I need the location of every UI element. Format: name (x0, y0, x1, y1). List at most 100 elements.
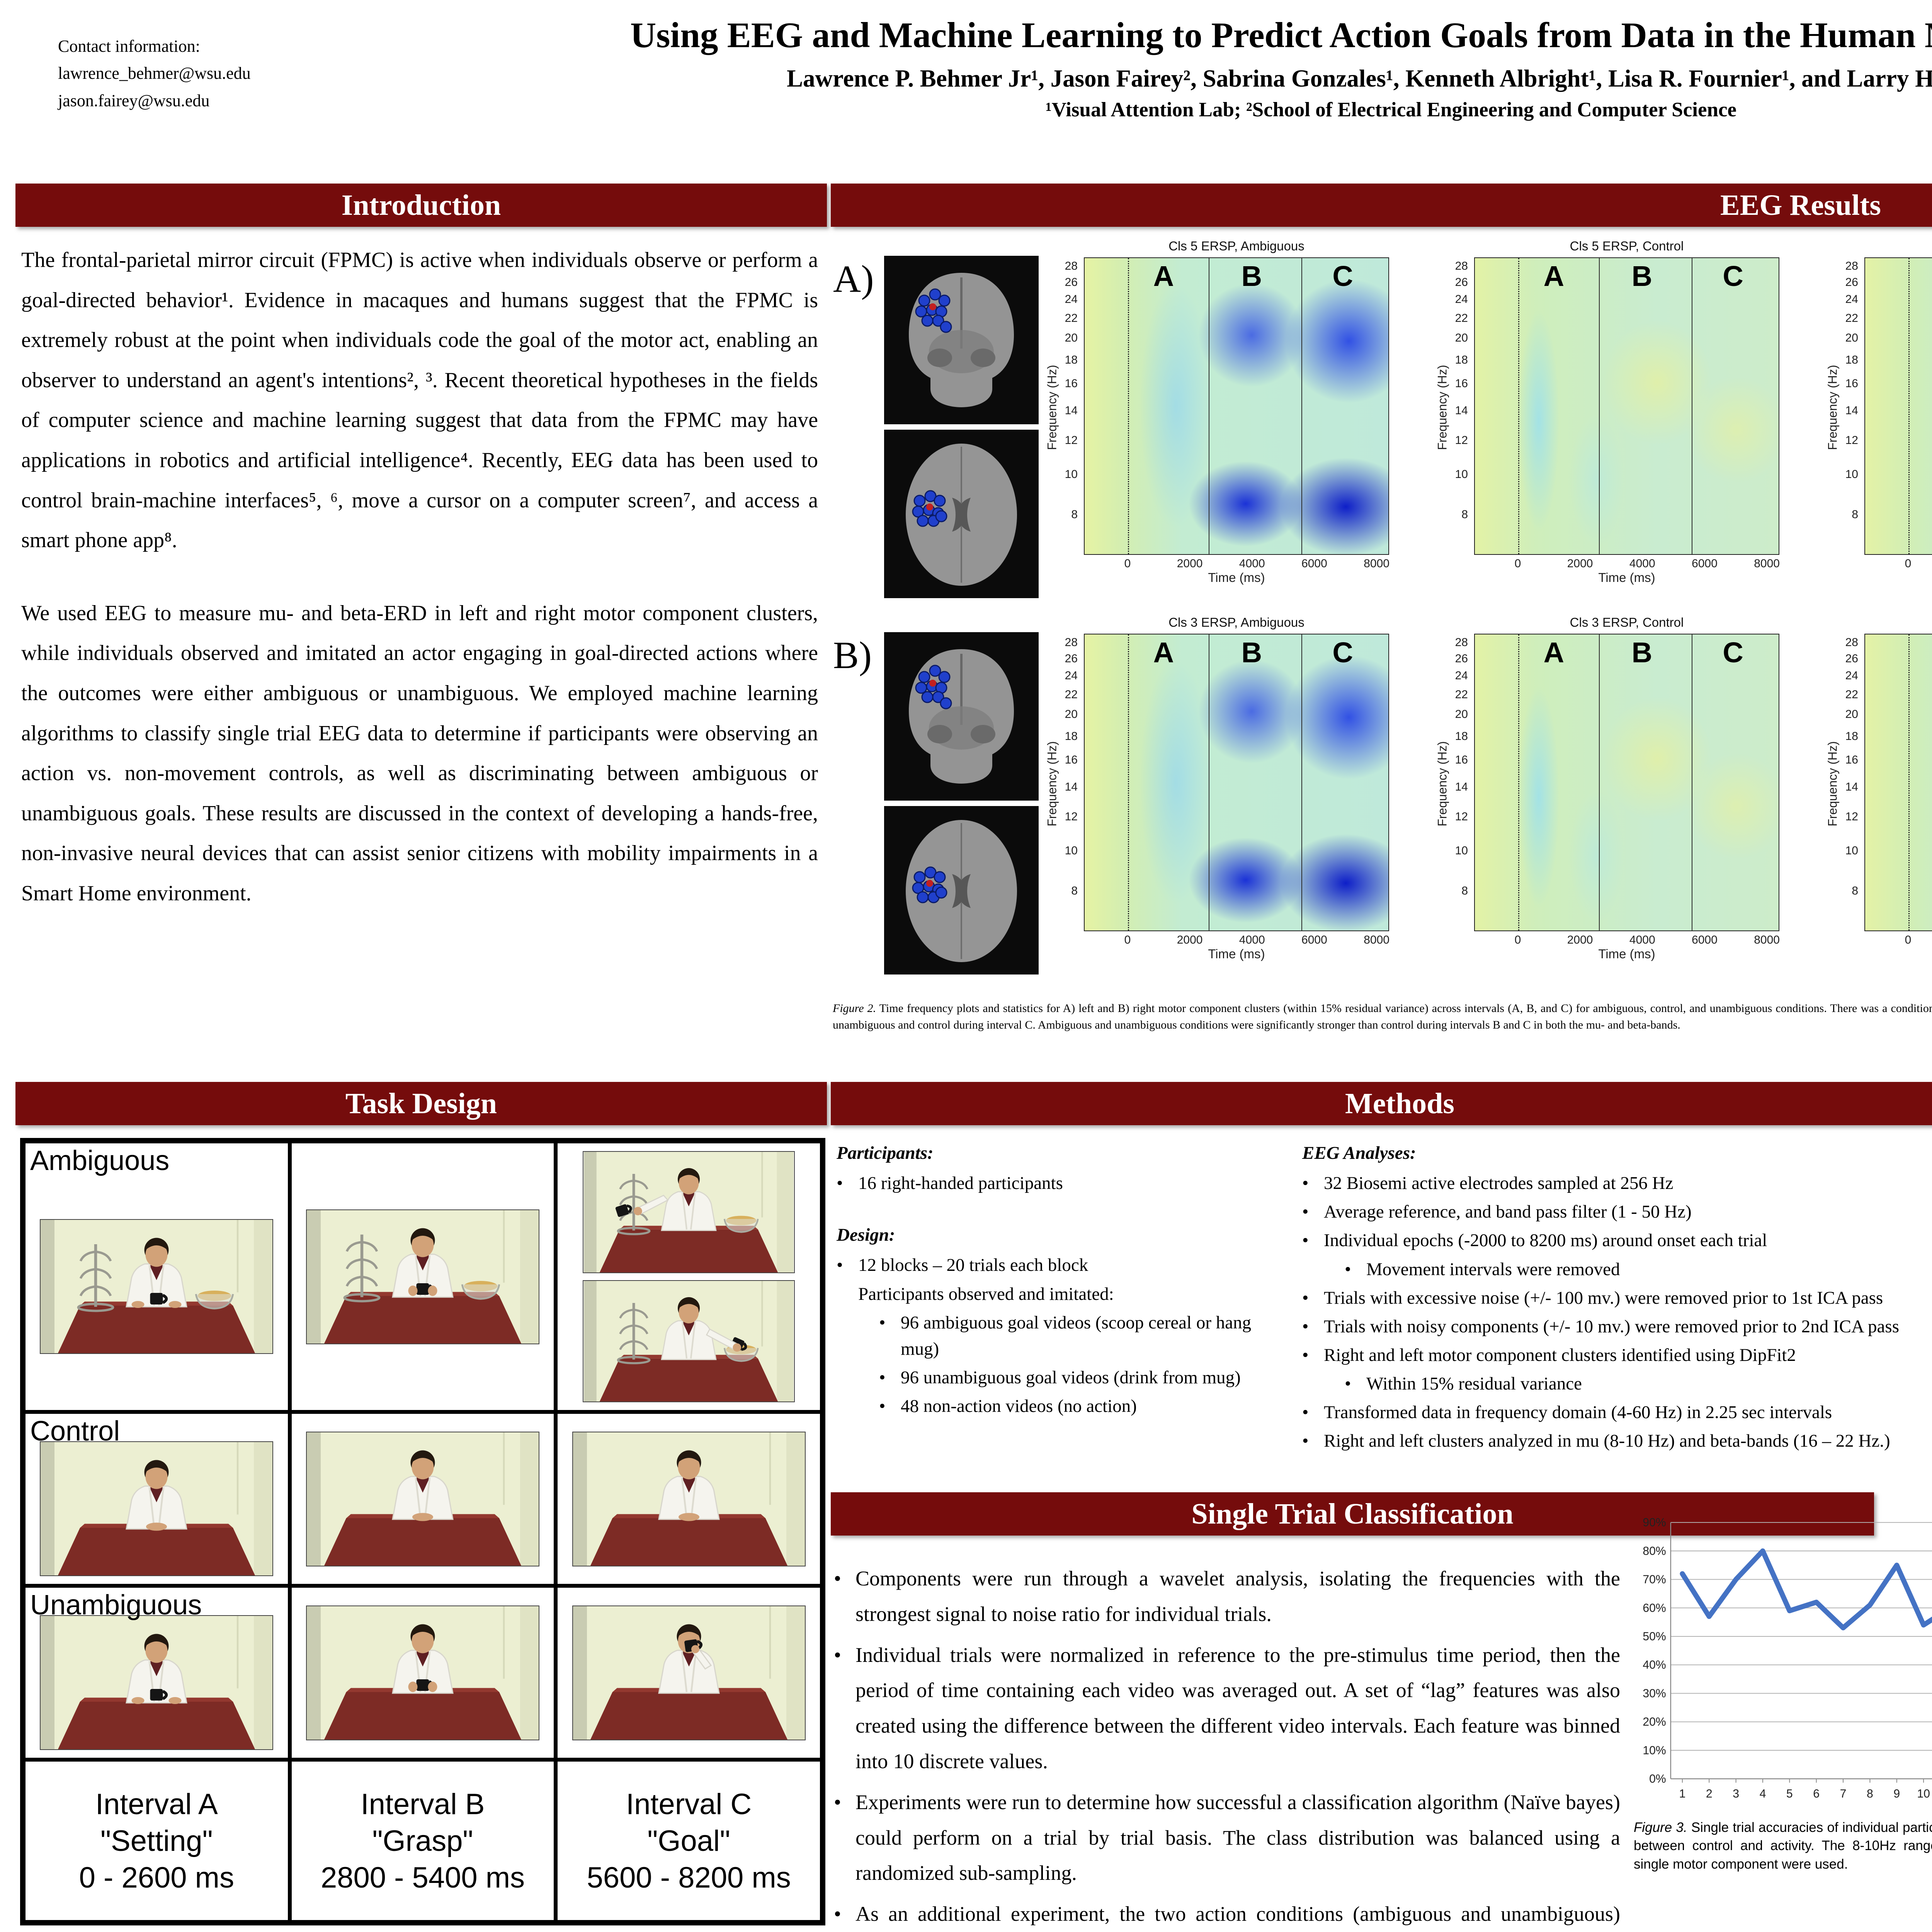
x-tick-label: 0 (1124, 557, 1131, 570)
y-tick-label: 16 (1455, 753, 1468, 767)
y-tick-label: 8 (1071, 884, 1078, 898)
single-trial-item-text: Individual trials were normalized in ref… (855, 1643, 1620, 1773)
single-trial-item: • Experiments were run to determine how s… (834, 1785, 1620, 1891)
x-tick-label: 6000 (1301, 557, 1327, 570)
brain-image-coronal (884, 632, 1039, 801)
svg-text:8: 8 (1867, 1787, 1873, 1800)
task-photo-frame (583, 1280, 795, 1402)
design-item-text: 48 non-action videos (no action) (901, 1396, 1137, 1417)
eeg-analyses-header: EEG Analyses: (1302, 1143, 1416, 1163)
task-cell (289, 1141, 556, 1412)
svg-text:7: 7 (1840, 1787, 1847, 1800)
design-item-text: 96 ambiguous goal videos (scoop cereal o… (901, 1312, 1252, 1359)
y-tick-label: 10 (1455, 468, 1468, 481)
photo-stack (40, 1615, 274, 1750)
task-photo-ambiguous-place-rack (584, 1152, 794, 1272)
bullet-icon: • (834, 1643, 841, 1667)
task-grid: Ambiguous Control Unambiguous Interval A "Se… (20, 1138, 825, 1925)
condition-label: Unambiguous (30, 1590, 202, 1621)
panel-title: Cls 5 ERSP, Control (1570, 239, 1684, 253)
task-photo-control-still (306, 1432, 539, 1566)
y-tick-label: 12 (1845, 434, 1858, 447)
task-photo-ambiguous-grasp (306, 1210, 539, 1344)
bullet-icon: • (834, 1902, 841, 1926)
x-tick-label: 0 (1124, 934, 1131, 946)
y-tick-label: 8 (1071, 508, 1078, 521)
y-tick-label: 24 (1455, 293, 1468, 306)
bullet-icon: • (1302, 1230, 1309, 1251)
y-tick-label: 18 (1065, 353, 1078, 366)
spectrogram-panel: Cls 3 ERSP, UnambiguousFrequency (Hz)282… (1822, 615, 1932, 961)
spectrogram-panel: Cls 5 ERSP, UnambiguousFrequency (Hz)282… (1822, 239, 1932, 585)
task-photo-ambiguous-scoop-bowl (584, 1281, 794, 1401)
single-trial-item-text: As an additional experiment, the two act… (855, 1902, 1620, 1926)
y-tick-label: 14 (1845, 404, 1858, 417)
panel-title: Cls 5 ERSP, Ambiguous (1168, 239, 1304, 253)
y-tick-label: 12 (1455, 434, 1468, 447)
y-tick-label: 26 (1065, 276, 1078, 289)
x-axis-label: Time (ms) (1864, 570, 1932, 585)
eeg-analysis-item: • Right and left motor component clusters… (1302, 1342, 1932, 1368)
y-tick-label: 28 (1065, 260, 1078, 273)
figure3-caption: Figure 3. Single trial accuracies of ind… (1634, 1818, 1932, 1873)
bullet-icon: • (837, 1255, 843, 1276)
y-tick-label: 22 (1845, 311, 1858, 325)
affiliation-line: ¹Visual Attention Lab; ²School of Electr… (1045, 99, 1737, 121)
photo-stack (583, 1151, 795, 1402)
design-item-text: 96 unambiguous goal videos (drink from m… (901, 1367, 1241, 1388)
y-tick-label: 22 (1065, 688, 1078, 701)
panel-title: Cls 3 ERSP, Control (1570, 615, 1684, 629)
introduction-header: Introduction (15, 184, 827, 227)
interval-divider (1599, 634, 1600, 930)
design-item: • 96 unambiguous goal videos (drink from … (837, 1364, 1281, 1391)
bullet-icon: • (834, 1567, 841, 1590)
interval-time: 2800 - 5400 ms (320, 1861, 525, 1894)
y-ticks: 28 26 24 22 20 18 16 14 12 10 8 (1057, 634, 1081, 931)
eeg-analysis-item-text: Trials with excessive noise (+/- 100 mv.… (1324, 1287, 1883, 1308)
condition-label: Ambiguous (30, 1145, 170, 1176)
y-tick-label: 18 (1845, 353, 1858, 366)
x-tick-label: 0 (1905, 557, 1912, 570)
y-tick-label: 24 (1845, 293, 1858, 306)
design-header: Design: (837, 1225, 895, 1245)
task-photo-frame (40, 1219, 274, 1354)
eeg-row-a: A) Cls 5 ERSP, Ambiguous Frequency (Hz) 28 2… (831, 239, 1932, 610)
x-tick-label: 4000 (1239, 557, 1265, 570)
spectrogram-control: A B C (1474, 634, 1779, 931)
task-photo-ambiguous-idle (41, 1219, 273, 1353)
brain-images (884, 632, 1039, 975)
eeg-analysis-item: • Movement intervals were removed (1302, 1256, 1932, 1282)
y-ticks: 28 26 24 22 20 18 16 14 12 10 8 (1837, 634, 1861, 931)
brain-image-axial (884, 806, 1039, 975)
eeg-analysis-item-text: Individual epochs (-2000 to 8200 ms) aro… (1324, 1230, 1767, 1251)
x-tick-label: 4000 (1629, 934, 1655, 946)
contact-email-2: jason.fairey@wsu.edu (58, 91, 210, 110)
eeg-row-label: B) (833, 634, 872, 677)
eeg-analysis-item: • Transformed data in frequency domain (4… (1302, 1399, 1932, 1425)
bullet-icon: • (879, 1312, 886, 1333)
eeg-analysis-item: • 32 Biosemi active electrodes sampled at… (1302, 1170, 1932, 1196)
design-item-text: 12 blocks – 20 trials each block (858, 1255, 1088, 1276)
design-item: • 12 blocks – 20 trials each block (837, 1252, 1281, 1278)
bullet-icon: • (879, 1396, 886, 1417)
eeg-analysis-item-text: Trials with noisy components (+/- 10 mv.… (1324, 1316, 1899, 1337)
x-tick-label: 0 (1514, 934, 1521, 946)
y-tick-label: 26 (1065, 652, 1078, 665)
y-tick-label: 8 (1852, 884, 1858, 898)
eeg-analysis-item: • Right and left clusters analyzed in mu … (1302, 1428, 1932, 1454)
brain-image-axial (884, 430, 1039, 598)
eeg-analysis-item-text: Right and left motor component clusters … (1324, 1345, 1796, 1365)
y-ticks: 28 26 24 22 20 18 16 14 12 10 8 (1057, 257, 1081, 555)
x-tick-label: 8000 (1754, 557, 1780, 570)
y-tick-label: 20 (1065, 708, 1078, 721)
y-tick-label: 16 (1845, 753, 1858, 767)
single-trial-item: • Components were run through a wavelet a… (834, 1561, 1620, 1632)
task-photo-frame (40, 1615, 274, 1750)
onset-line (1518, 634, 1520, 930)
spectrogram-panel: Cls 3 ERSP, Control Frequency (Hz) 28 26 24 2… (1432, 615, 1803, 961)
